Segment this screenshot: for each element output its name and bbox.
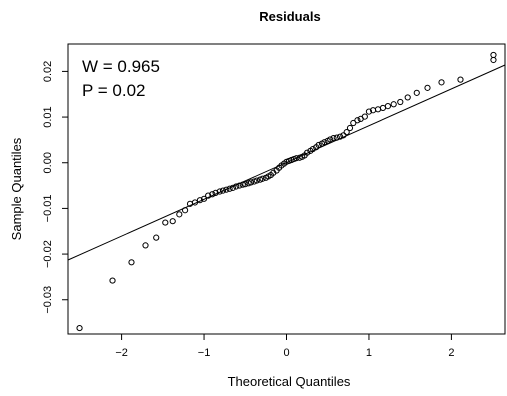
x-tick-label: 2	[448, 347, 454, 359]
data-point	[219, 187, 227, 194]
x-axis: −2 −1 0 1 2	[115, 334, 454, 359]
data-point	[354, 117, 361, 124]
data-point	[247, 179, 255, 186]
annotation-w-statistic: W = 0.965	[82, 57, 160, 76]
data-point	[142, 242, 149, 249]
data-point	[457, 76, 464, 83]
data-point	[162, 219, 169, 226]
data-point	[397, 98, 404, 106]
data-point	[340, 132, 347, 139]
data-point	[304, 149, 311, 156]
data-point	[365, 108, 373, 115]
data-points	[76, 51, 497, 332]
y-tick-label: 0.00	[42, 152, 54, 173]
data-point	[327, 136, 334, 143]
data-point	[330, 134, 337, 142]
x-tick-label: −2	[115, 347, 128, 359]
data-point	[309, 145, 316, 153]
data-point	[200, 195, 208, 202]
data-point	[191, 199, 199, 206]
y-tick-label: 0.02	[42, 61, 54, 82]
data-point	[490, 56, 497, 64]
x-tick-label: 0	[283, 347, 289, 359]
data-point	[176, 211, 183, 218]
annotation-p-value: P = 0.02	[82, 81, 146, 100]
data-point	[226, 185, 233, 192]
data-point	[253, 177, 260, 184]
data-point	[413, 89, 420, 96]
data-point	[169, 218, 176, 225]
data-point	[361, 113, 368, 120]
data-point	[259, 175, 266, 182]
data-point	[76, 324, 83, 332]
y-tick-label: 0.01	[42, 106, 54, 127]
y-tick-label: −0.03	[42, 286, 54, 314]
data-point	[209, 191, 216, 198]
data-point	[438, 79, 445, 86]
data-point	[404, 94, 411, 101]
data-point	[293, 155, 300, 162]
data-point	[233, 183, 240, 190]
data-point	[128, 259, 135, 266]
data-point	[384, 103, 392, 110]
data-point	[346, 124, 354, 132]
data-point	[229, 184, 237, 191]
data-point	[109, 277, 116, 284]
data-point	[239, 181, 246, 188]
data-point	[216, 188, 223, 195]
data-point	[350, 119, 357, 127]
data-point	[374, 106, 382, 113]
data-point	[379, 104, 387, 112]
x-axis-label: Theoretical Quantiles	[228, 374, 351, 389]
y-axis: −0.03 −0.02 −0.01 0.00 0.01 0.02	[42, 61, 68, 314]
data-point	[205, 192, 212, 199]
data-point	[333, 134, 340, 141]
data-point	[390, 101, 397, 108]
chart-title: Residuals	[259, 9, 320, 24]
data-point	[336, 133, 344, 140]
data-point	[315, 141, 322, 149]
x-tick-label: 1	[366, 347, 372, 359]
y-tick-label: −0.01	[42, 194, 54, 222]
data-point	[242, 181, 249, 188]
y-axis-label: Sample Quantiles	[9, 137, 24, 240]
data-point	[181, 207, 189, 214]
data-point	[153, 234, 160, 241]
data-point	[424, 84, 431, 91]
data-point	[212, 189, 219, 196]
y-tick-label: −0.02	[42, 240, 54, 268]
data-point	[196, 197, 204, 204]
data-point	[321, 139, 328, 146]
data-point	[490, 51, 497, 59]
data-point	[223, 186, 230, 193]
data-point	[343, 129, 350, 136]
x-tick-label: −1	[198, 347, 211, 359]
data-point	[236, 182, 243, 189]
